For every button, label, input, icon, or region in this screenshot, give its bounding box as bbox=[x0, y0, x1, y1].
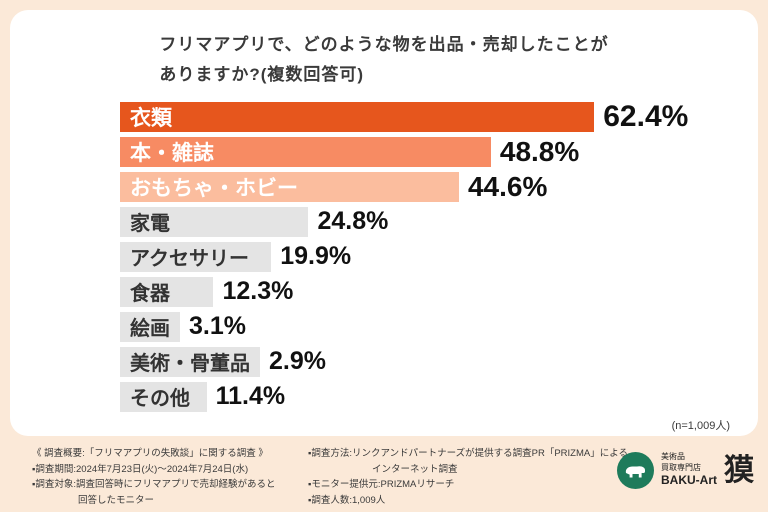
bar-value-label: 44.6% bbox=[467, 170, 548, 202]
bar-value-label: 11.4% bbox=[215, 382, 286, 410]
bar-value-label: 48.8% bbox=[499, 135, 580, 167]
bar: 美術・骨董品 bbox=[120, 346, 260, 377]
bar-category-label: 美術・骨董品 bbox=[130, 353, 250, 375]
bar-row: おもちゃ・ホビー 44.6% bbox=[120, 170, 758, 202]
footer-note-line: ▪調査期間:2024年7月23日(火)〜2024年7月24日(水) bbox=[32, 463, 249, 475]
logo-text-line2: 買取専門店 bbox=[661, 462, 701, 472]
bar: 本・雑誌 bbox=[120, 136, 491, 167]
bar-category-label: 衣類 bbox=[130, 106, 172, 130]
bar-row: 衣類 62.4% bbox=[120, 99, 758, 133]
logo-kanji-character: 獏 bbox=[724, 453, 754, 487]
sample-size-note: (n=1,009人) bbox=[671, 419, 730, 432]
bar-value-label: 62.4% bbox=[603, 99, 689, 133]
bar-value-label: 3.1% bbox=[189, 312, 246, 340]
chart-title-line1: フリマアプリで、どのような物を出品・売却したことが bbox=[159, 35, 609, 54]
chart-title: フリマアプリで、どのような物を出品・売却したことが ありますか?(複数回答可) bbox=[159, 30, 608, 90]
bar-category-label: 家電 bbox=[130, 213, 170, 235]
bar: その他 bbox=[120, 381, 207, 412]
bar-row: 絵画 3.1% bbox=[120, 311, 758, 342]
bar: 絵画 bbox=[120, 311, 180, 342]
bar: 家電 bbox=[120, 206, 309, 237]
bar-row: 本・雑誌 48.8% bbox=[120, 135, 758, 167]
chart-title-line2: ありますか?(複数回答可) bbox=[159, 64, 365, 84]
bar-category-label: アクセサリー bbox=[130, 248, 249, 270]
footer-note-line: 回答したモニター bbox=[78, 495, 155, 507]
footer-note-line: ▪調査人数:1,009人 bbox=[308, 495, 386, 507]
bar-chart: 衣類 62.4% 本・雑誌 48.8% おもちゃ・ホビー 44.6% 家電 24.8% アクセサ… bbox=[120, 99, 758, 412]
bar: アクセサリー bbox=[120, 241, 272, 272]
bar-row: 家電 24.8% bbox=[120, 206, 758, 237]
bar-value-label: 12.3% bbox=[222, 277, 294, 305]
bar-category-label: 食器 bbox=[130, 283, 170, 305]
bar: おもちゃ・ホビー bbox=[120, 171, 459, 202]
bar-row: 食器 12.3% bbox=[120, 276, 758, 307]
bar-value-label: 2.9% bbox=[269, 347, 326, 375]
footer-note-line: インターネット調査 bbox=[372, 463, 458, 475]
footer-note-line: 《 調査概要:「フリマアプリの失敗談」に関する調査 》 bbox=[32, 448, 268, 459]
company-logo: 美術品 買取専門店 BAKU-Art 獏 bbox=[617, 452, 754, 489]
bar: 食器 bbox=[120, 276, 214, 307]
tapir-logo-icon bbox=[617, 452, 654, 489]
footer-note-line: ▪調査方法:リンクアンドパートナーズが提供する調査PR「PRIZMA」による bbox=[308, 448, 628, 459]
bar-row: アクセサリー 19.9% bbox=[120, 241, 758, 272]
survey-overview-notes: 《 調査概要:「フリマアプリの失敗談」に関する調査 》 ▪調査期間:2024年7月… bbox=[32, 446, 276, 509]
logo-brand-name: BAKU-Art bbox=[661, 473, 717, 488]
footer-note-line: ▪モニター提供元:PRIZMAリサーチ bbox=[308, 479, 455, 491]
footer-note-line: ▪調査対象:調査回答時にフリマアプリで売却経験があると bbox=[32, 479, 276, 491]
bar-category-label: おもちゃ・ホビー bbox=[130, 176, 298, 200]
survey-method-notes: ▪調査方法:リンクアンドパートナーズが提供する調査PR「PRIZMA」によるイン… bbox=[308, 446, 628, 509]
bar-row: その他 11.4% bbox=[120, 381, 758, 412]
bar-category-label: 本・雑誌 bbox=[130, 141, 214, 165]
bar-category-label: 絵画 bbox=[130, 318, 170, 340]
chart-card: フリマアプリで、どのような物を出品・売却したことが ありますか?(複数回答可) … bbox=[10, 10, 758, 436]
bar-row: 美術・骨董品 2.9% bbox=[120, 346, 758, 377]
bar-category-label: その他 bbox=[130, 388, 190, 410]
bar: 衣類 bbox=[120, 101, 595, 132]
bar-value-label: 19.9% bbox=[280, 242, 352, 270]
logo-text-line1: 美術品 bbox=[661, 452, 685, 462]
logo-text: 美術品 買取専門店 BAKU-Art bbox=[661, 452, 717, 488]
bar-value-label: 24.8% bbox=[317, 207, 389, 235]
